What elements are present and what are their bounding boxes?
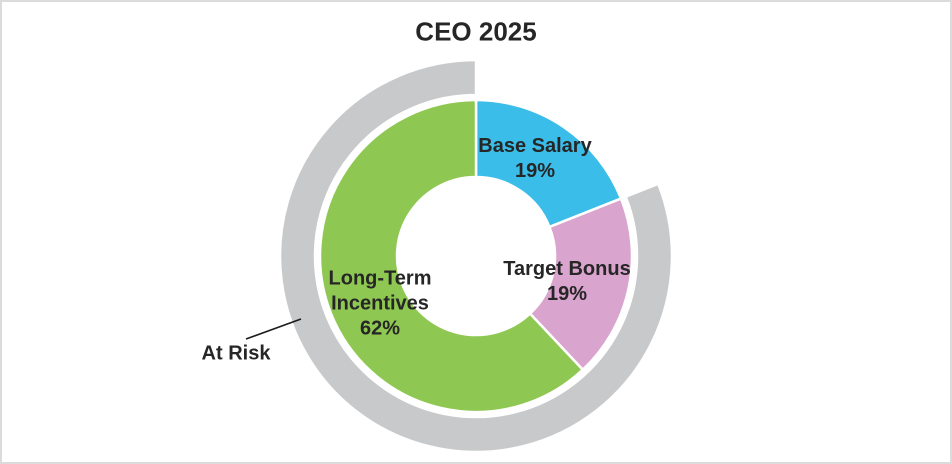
slice-long-term-incentives: [318, 98, 585, 414]
at-risk-leader-line: [245, 318, 302, 340]
donut-plot-area: [278, 58, 674, 454]
annotation-layer: [245, 318, 302, 340]
chart-title: CEO 2025: [415, 16, 537, 47]
slice-target-bonus: [528, 197, 634, 371]
slice-base-salary: [474, 98, 623, 229]
at-risk-outer-ring: [278, 58, 674, 454]
